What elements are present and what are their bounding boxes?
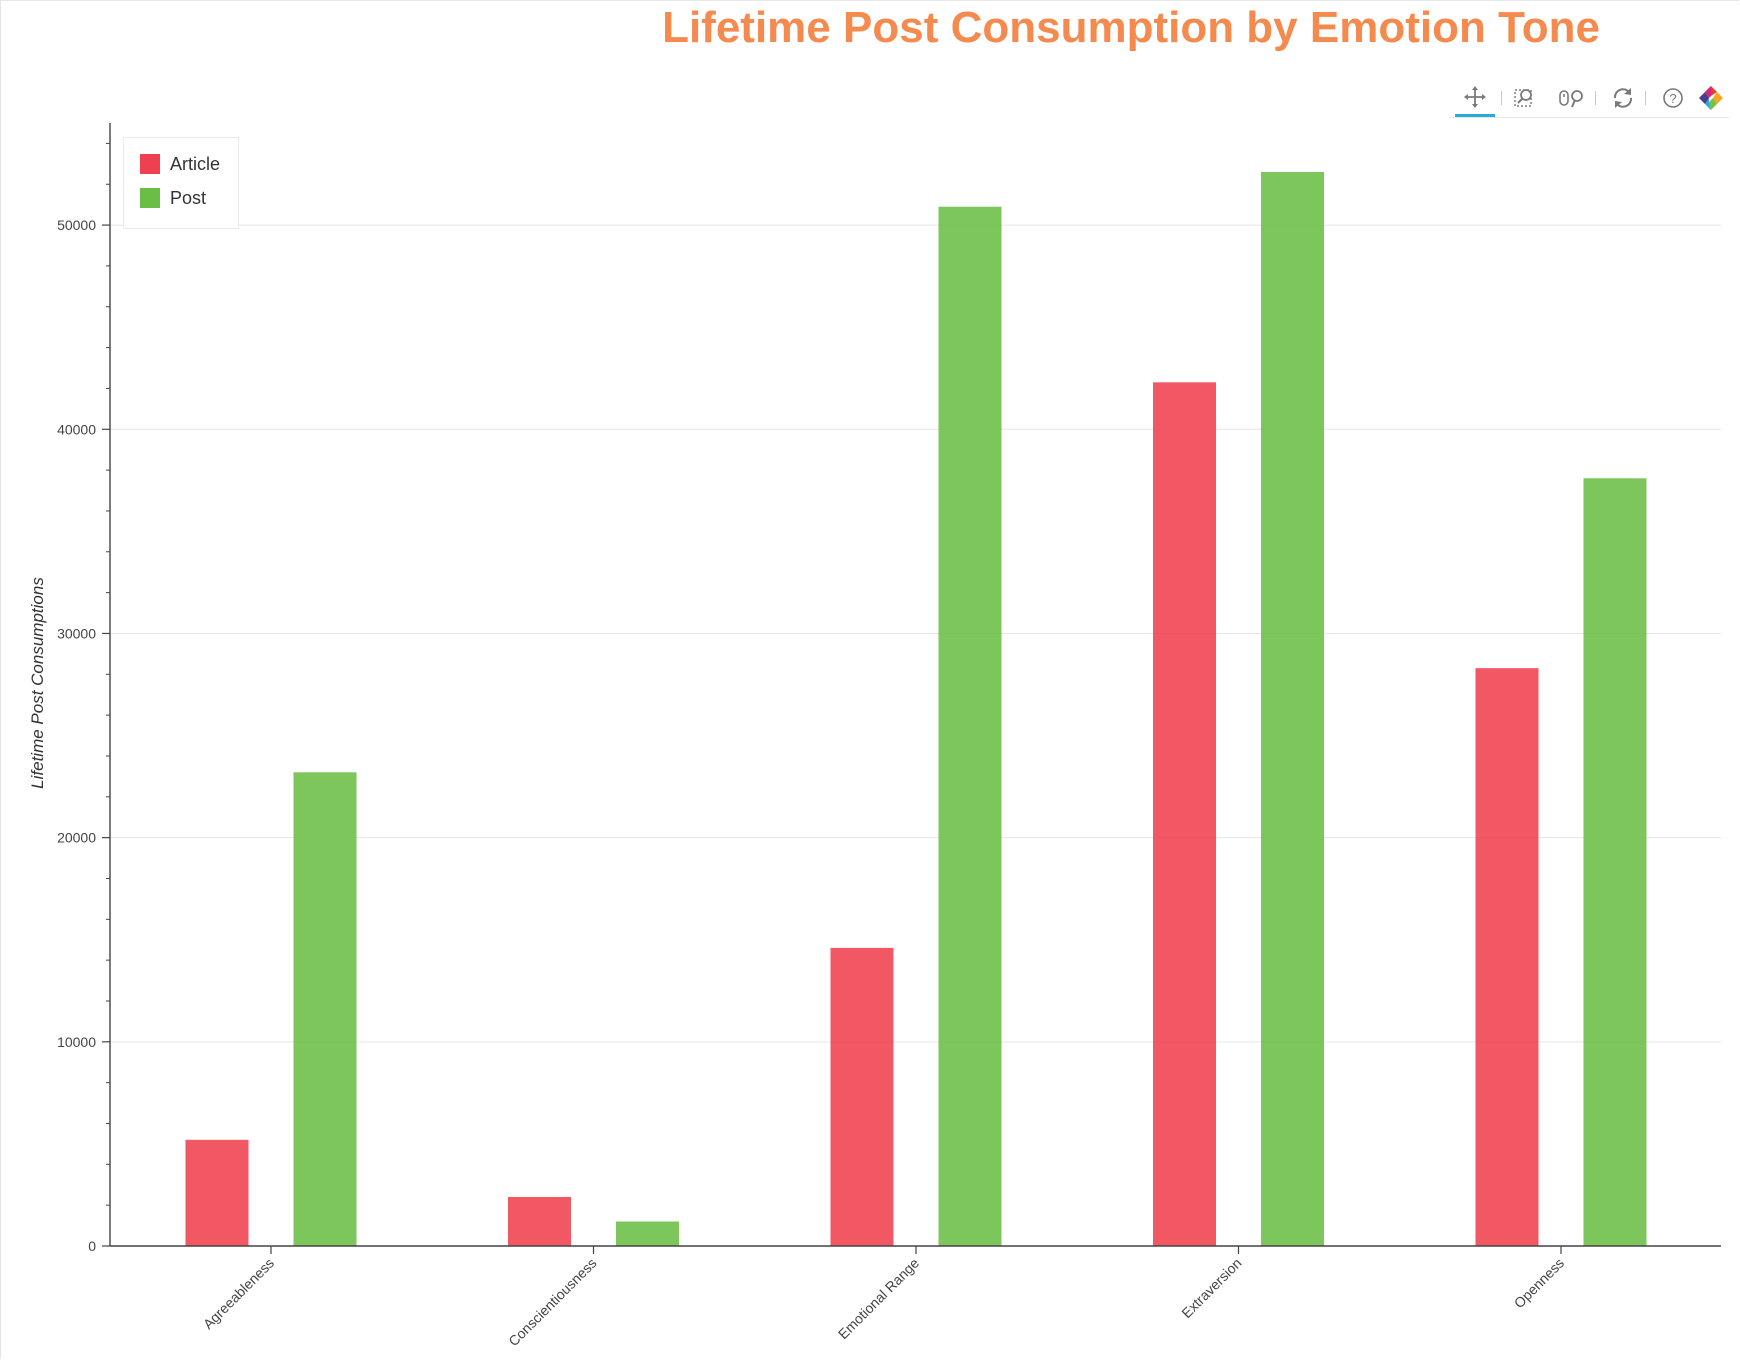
pan-tool-button[interactable] xyxy=(1455,79,1495,117)
bar-article-extraversion[interactable] xyxy=(1153,382,1216,1246)
bokeh-logo-link[interactable] xyxy=(1691,79,1731,117)
wheel-zoom-tool-button[interactable] xyxy=(1553,79,1593,117)
svg-text:?: ? xyxy=(1669,91,1676,106)
legend-swatch-article xyxy=(140,154,160,174)
pan-icon xyxy=(1464,85,1486,108)
legend-item-article[interactable]: Article xyxy=(140,152,220,176)
y-axis-label: Lifetime Post Consumptions xyxy=(28,577,47,789)
bars-layer xyxy=(185,172,1647,1246)
wheel-zoom-icon xyxy=(1559,90,1583,108)
x-tick-label: Conscientiousness xyxy=(505,1255,599,1349)
bar-article-conscientiousness[interactable] xyxy=(508,1196,571,1246)
legend-swatch-post xyxy=(140,188,160,208)
reset-tool-button[interactable] xyxy=(1603,79,1643,117)
bar-post-extraversion[interactable] xyxy=(1261,172,1324,1246)
toolbar: ? xyxy=(1449,79,1729,118)
x-tick-label: Emotional Range xyxy=(835,1255,922,1342)
bar-post-emotional-range[interactable] xyxy=(938,206,1002,1246)
help-tool-button[interactable]: ? xyxy=(1653,79,1693,117)
bar-post-agreeableness[interactable] xyxy=(293,772,357,1246)
chart-title: Lifetime Post Consumption by Emotion Ton… xyxy=(662,3,1600,52)
bar-post-openness[interactable] xyxy=(1583,478,1647,1246)
y-tick-label: 10000 xyxy=(57,1034,96,1050)
bar-post-conscientiousness[interactable] xyxy=(616,1221,679,1246)
bokeh-logo-icon xyxy=(1699,86,1723,110)
bar-article-emotional-range[interactable] xyxy=(830,947,894,1246)
bar-article-openness[interactable] xyxy=(1475,668,1539,1246)
legend-label-article: Article xyxy=(170,153,221,174)
reset-icon xyxy=(1613,88,1633,108)
bar-article-agreeableness[interactable] xyxy=(185,1139,249,1246)
y-tick-label: 20000 xyxy=(57,830,96,846)
x-tick-label: Agreeableness xyxy=(200,1255,277,1332)
x-tick-label: Openness xyxy=(1511,1255,1567,1311)
legend-item-post[interactable]: Post xyxy=(140,186,206,210)
y-tick-label: 30000 xyxy=(57,625,96,641)
legend-label-post: Post xyxy=(170,187,207,208)
box-zoom-icon xyxy=(1514,89,1532,107)
y-tick-label: 50000 xyxy=(57,217,96,233)
y-tick-label: 40000 xyxy=(57,421,96,437)
grid-layer xyxy=(110,224,1721,1043)
legend[interactable]: Article Post xyxy=(123,137,239,229)
box-zoom-tool-button[interactable] xyxy=(1505,79,1545,117)
x-tick-label: Extraversion xyxy=(1178,1255,1244,1321)
y-tick-label: 0 xyxy=(88,1238,96,1254)
help-icon: ? xyxy=(1663,88,1683,108)
